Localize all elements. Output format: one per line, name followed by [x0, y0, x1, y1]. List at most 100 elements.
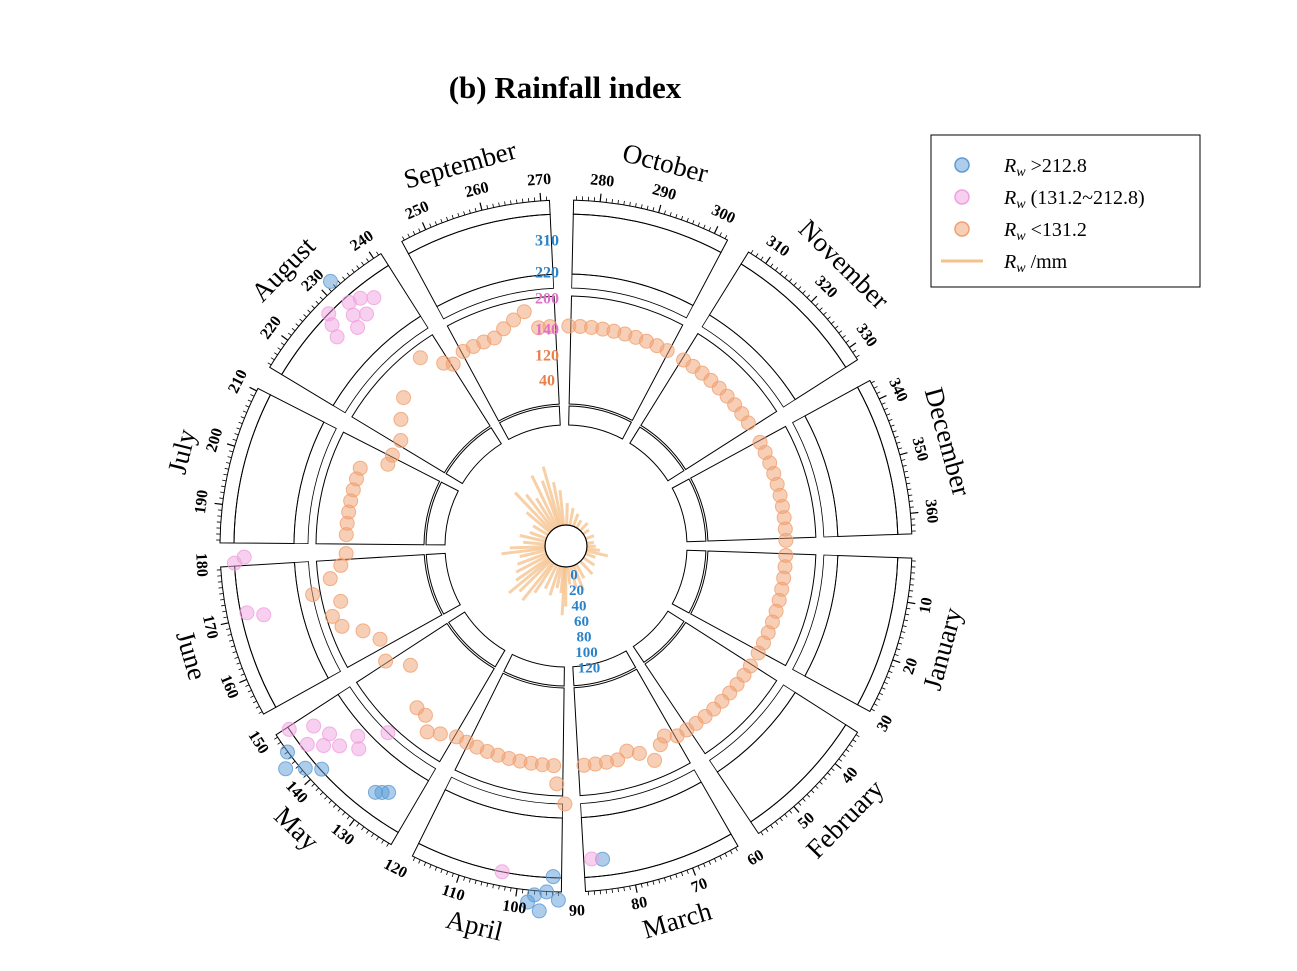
panel-cell — [455, 673, 564, 796]
data-point — [322, 307, 336, 321]
data-point — [397, 391, 411, 405]
data-point — [237, 550, 251, 564]
minor-tick — [245, 405, 249, 407]
minor-tick — [659, 879, 660, 883]
minor-tick — [709, 861, 711, 865]
minor-tick — [464, 211, 465, 215]
minor-tick — [278, 348, 281, 350]
month-label-november: November — [793, 214, 895, 315]
day-tick-label: 80 — [630, 894, 649, 914]
panel-cell — [793, 555, 838, 676]
minor-tick — [823, 312, 826, 315]
minor-tick — [827, 317, 830, 320]
minor-tick — [222, 480, 226, 481]
major-tick — [766, 257, 771, 264]
minor-tick — [430, 865, 432, 869]
minor-tick — [233, 652, 237, 653]
minor-tick — [300, 319, 303, 322]
minor-tick — [780, 818, 782, 821]
bar-tick-label: 60 — [574, 614, 589, 630]
minor-tick — [366, 258, 368, 261]
minor-tick — [909, 591, 913, 592]
bar-tick-label: 20 — [569, 583, 584, 599]
minor-tick — [670, 876, 671, 880]
day-tick-label: 190 — [192, 489, 212, 515]
day-tick-label: 300 — [709, 202, 738, 228]
major-tick — [849, 343, 856, 348]
minor-tick — [419, 229, 421, 233]
minor-tick — [281, 343, 284, 345]
minor-tick — [376, 252, 378, 255]
minor-tick — [839, 331, 842, 333]
day-tick-label: 120 — [381, 856, 410, 882]
minor-tick — [835, 326, 838, 329]
major-tick — [250, 387, 257, 391]
bar-tick-label: 120 — [578, 660, 601, 676]
major-tick — [693, 868, 696, 875]
data-point — [339, 547, 353, 561]
minor-tick — [704, 863, 706, 867]
minor-tick — [886, 677, 890, 679]
data-point — [420, 725, 434, 739]
minor-tick — [909, 501, 913, 502]
data-point — [532, 904, 546, 918]
data-point — [351, 729, 365, 743]
minor-tick — [259, 712, 263, 714]
minor-tick — [874, 704, 878, 706]
major-tick — [281, 335, 287, 340]
day-tick-label: 160 — [217, 672, 242, 701]
major-tick — [457, 875, 459, 883]
minor-tick — [229, 640, 233, 641]
panel-cell — [858, 558, 912, 712]
panel-cell — [633, 611, 684, 662]
band-value-label: 220 — [535, 265, 559, 282]
data-point — [352, 742, 366, 756]
rain-bar — [587, 542, 594, 543]
minor-tick — [882, 688, 886, 690]
legend-entry-label: Rw <131.2 — [1003, 219, 1087, 244]
minor-tick — [387, 843, 389, 846]
minor-tick — [219, 593, 223, 594]
minor-tick — [304, 314, 307, 317]
data-point — [741, 416, 755, 430]
minor-tick — [221, 486, 225, 487]
minor-tick — [235, 657, 239, 658]
major-tick — [811, 296, 817, 302]
minor-tick — [222, 611, 226, 612]
minor-tick — [761, 832, 763, 835]
rain-bar — [586, 554, 596, 558]
month-panel-october — [569, 194, 728, 439]
minor-tick — [815, 303, 818, 306]
minor-tick — [905, 477, 909, 478]
minor-tick — [469, 210, 470, 214]
minor-tick — [245, 685, 249, 687]
data-point — [346, 308, 360, 322]
panel-cell — [569, 406, 632, 439]
minor-tick — [895, 436, 899, 437]
minor-tick — [233, 439, 237, 440]
minor-tick — [361, 827, 363, 830]
panel-cell — [793, 416, 838, 537]
minor-tick — [413, 231, 415, 235]
minor-tick — [803, 798, 806, 801]
minor-tick — [849, 745, 852, 747]
center-hub — [545, 525, 587, 567]
minor-tick — [288, 333, 291, 335]
minor-tick — [487, 205, 488, 209]
panel-cell — [446, 428, 501, 484]
month-panel-july — [215, 387, 459, 545]
minor-tick — [316, 301, 319, 304]
rain-bar — [577, 520, 581, 528]
minor-tick — [308, 310, 311, 313]
panel-cell — [333, 316, 428, 413]
minor-tick — [906, 608, 910, 609]
day-tick-label: 290 — [650, 181, 678, 204]
minor-tick — [316, 788, 319, 791]
minor-tick — [253, 701, 257, 703]
panel-cell — [858, 381, 912, 535]
panel-cell — [235, 563, 329, 708]
day-tick-label: 310 — [763, 233, 792, 261]
minor-tick — [879, 693, 883, 695]
